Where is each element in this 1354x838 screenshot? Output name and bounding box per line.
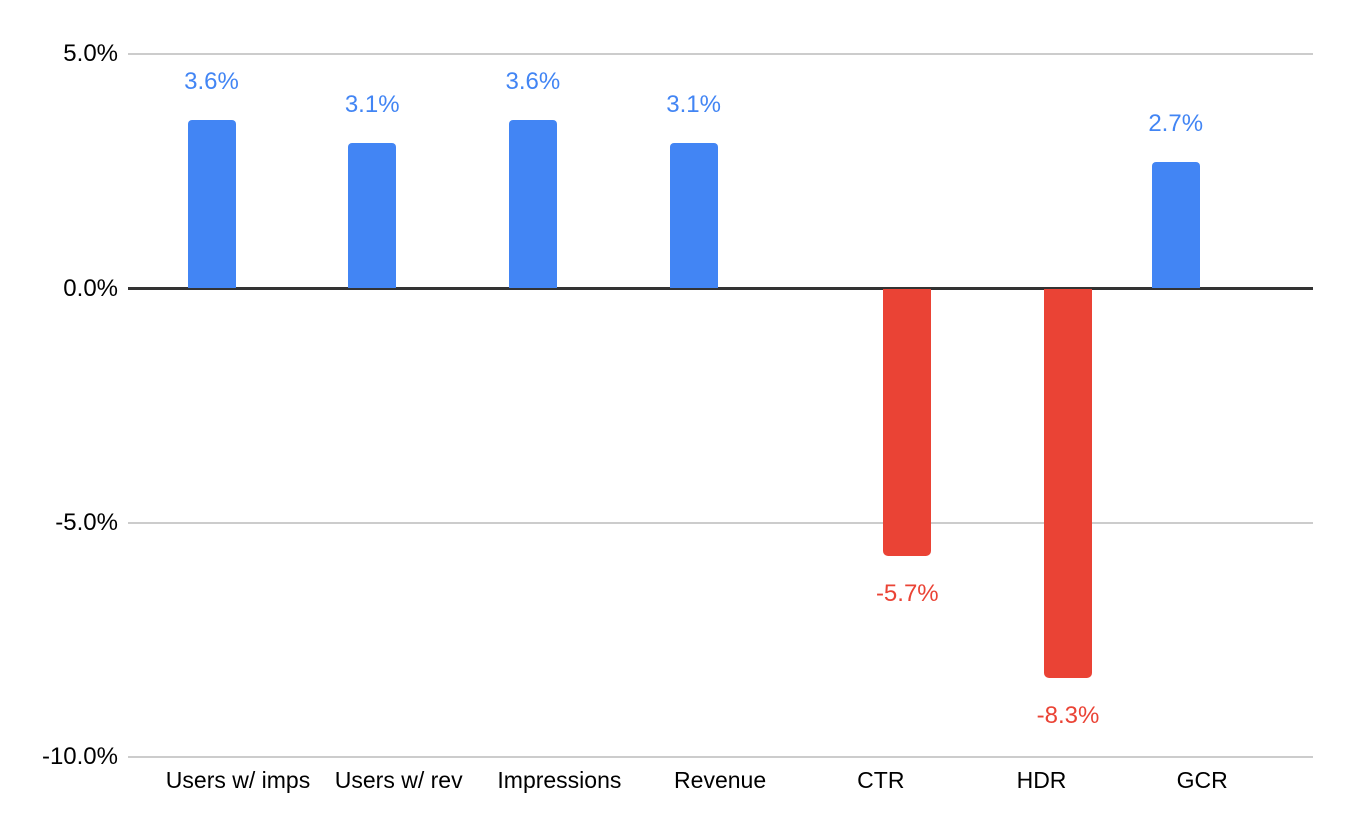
bar-users-w-rev <box>348 143 397 289</box>
bar-impressions <box>508 119 557 289</box>
bar-value-label-gcr: 2.7% <box>1148 109 1204 137</box>
y-axis-tick-label: -10.0% <box>41 743 118 771</box>
y-axis-tick-label: 5.0% <box>63 40 118 68</box>
gridline-5-0 <box>128 53 1313 56</box>
bar-value-label-revenue: 3.1% <box>666 91 721 119</box>
x-axis-label-gcr: GCR <box>1176 767 1228 793</box>
zero-baseline <box>128 287 1313 290</box>
x-axis-label-ctr: CTR <box>857 767 905 793</box>
bar-value-label-impressions: 3.6% <box>505 67 561 95</box>
bar-ctr <box>883 288 932 556</box>
x-axis-label-revenue: Revenue <box>674 767 767 793</box>
bar-value-label-hdr: -8.3% <box>1036 701 1100 729</box>
bar-revenue <box>669 143 718 289</box>
x-axis-label-hdr: HDR <box>1016 767 1067 793</box>
bar-value-label-ctr: -5.7% <box>875 579 939 607</box>
gridline-10-0 <box>128 756 1313 759</box>
bar-hdr <box>1044 288 1092 678</box>
y-axis-tick-label: 0.0% <box>63 274 118 302</box>
x-axis-label-impressions: Impressions <box>497 767 622 793</box>
bar-value-label-users-w-rev: 3.1% <box>344 91 400 119</box>
x-axis-label-users-w-rev: Users w/ rev <box>334 767 463 793</box>
bar-users-w-imps <box>187 119 236 289</box>
y-axis-tick-label: -5.0% <box>55 508 118 536</box>
x-axis-label-users-w-imps: Users w/ imps <box>165 767 311 793</box>
gridline-5-0 <box>128 521 1313 524</box>
bar-gcr <box>1151 161 1200 289</box>
bar-value-label-users-w-imps: 3.6% <box>184 67 239 95</box>
